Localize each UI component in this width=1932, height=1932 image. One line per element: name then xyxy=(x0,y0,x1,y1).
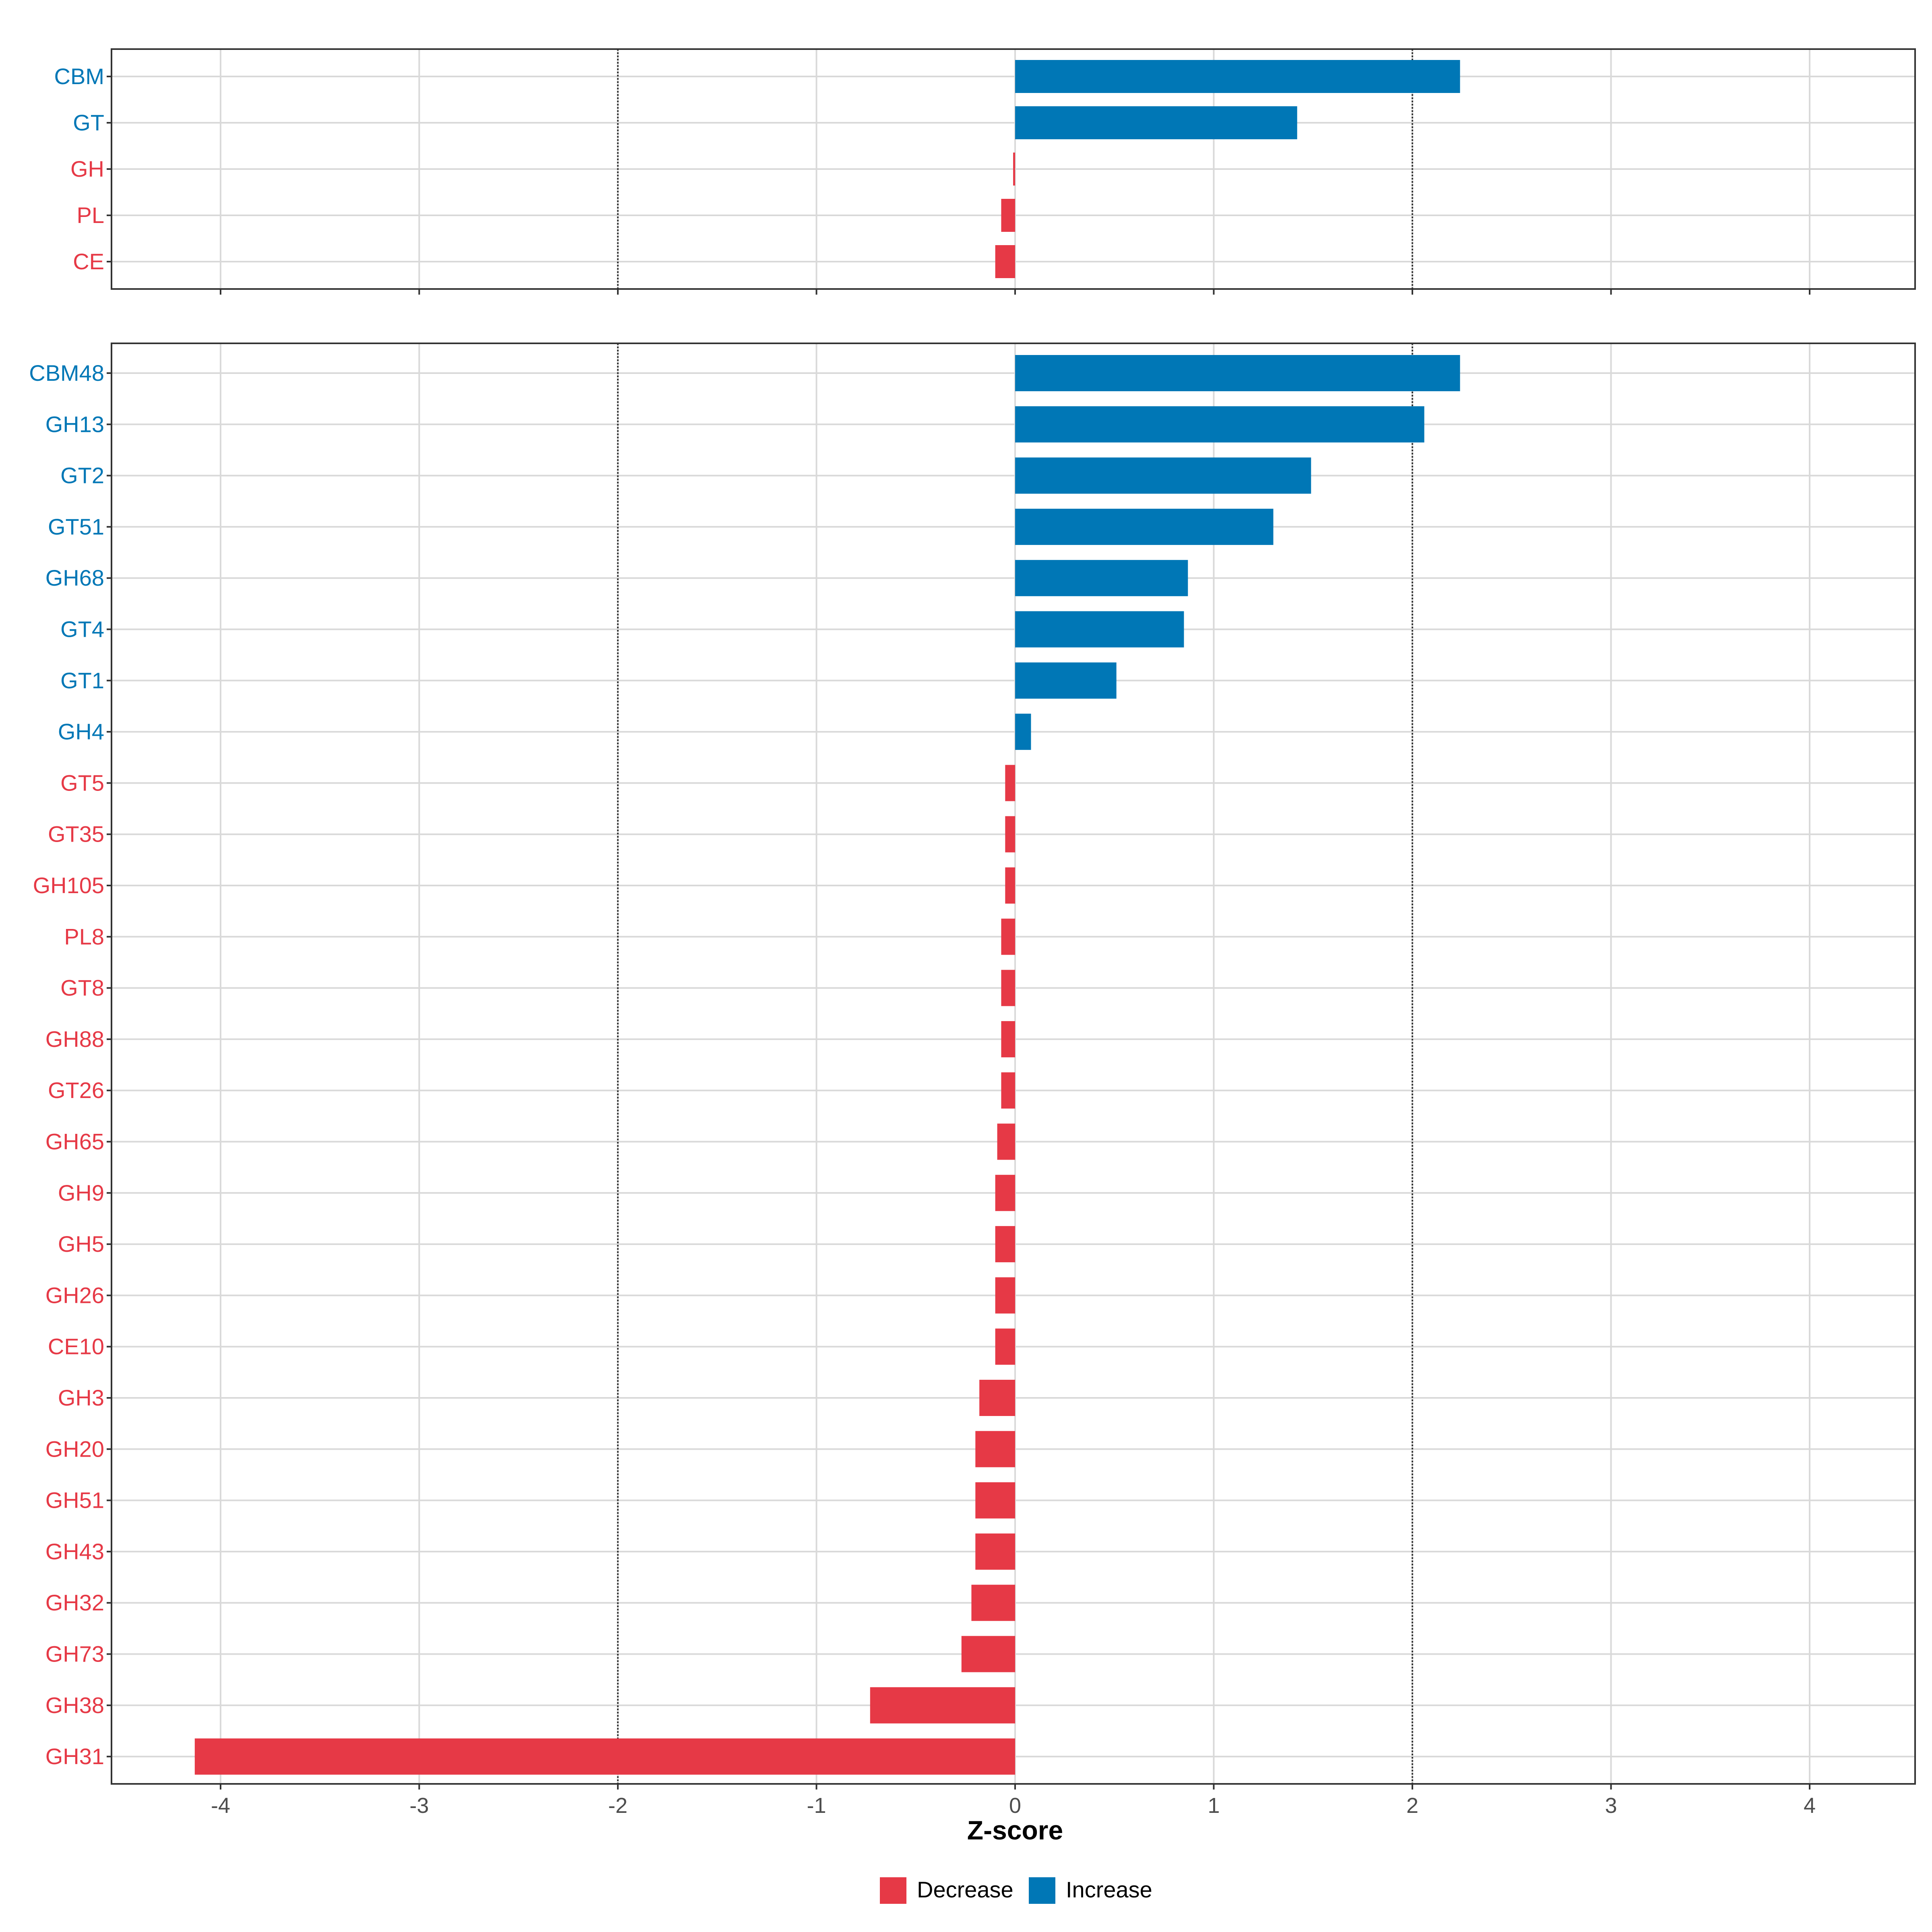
category-label-gh: GH xyxy=(70,156,104,182)
x-tick-label: 1 xyxy=(1208,1794,1220,1818)
category-label-gh20: GH20 xyxy=(45,1436,104,1461)
x-tick-label: -1 xyxy=(807,1794,826,1818)
panel-border xyxy=(111,48,1916,290)
category-label-cbm: CBM xyxy=(54,64,104,89)
category-label-gh51: GH51 xyxy=(45,1488,104,1513)
category-label-gh73: GH73 xyxy=(45,1641,104,1667)
category-label-gt5: GT5 xyxy=(60,770,104,795)
category-label-gt: GT xyxy=(73,110,104,135)
category-label-gh43: GH43 xyxy=(45,1539,104,1564)
bar-gt5 xyxy=(1005,765,1015,801)
category-label-gt2: GT2 xyxy=(60,463,104,488)
category-label-gh32: GH32 xyxy=(45,1590,104,1615)
category-label-gh26: GH26 xyxy=(45,1282,104,1308)
category-label-gh105: GH105 xyxy=(33,873,104,898)
bar-gh4 xyxy=(1015,714,1031,750)
x-axis-title: Z-score xyxy=(967,1815,1063,1845)
bar-gh9 xyxy=(995,1174,1015,1211)
bar-gh51 xyxy=(975,1482,1015,1519)
category-label-gt4: GT4 xyxy=(60,617,104,642)
legend: Decrease Increase xyxy=(880,1877,1152,1904)
category-label-gh4: GH4 xyxy=(58,719,104,744)
bar-cbm48 xyxy=(1015,355,1460,391)
bar-gh38 xyxy=(870,1687,1015,1724)
bar-gh31 xyxy=(194,1738,1016,1775)
top-panel: CBM GT GH PL CE xyxy=(54,48,1916,295)
category-label-gt51: GT51 xyxy=(48,514,104,539)
category-label-gt1: GT1 xyxy=(60,668,104,693)
x-tick-label: 2 xyxy=(1406,1794,1418,1818)
bar-gh32 xyxy=(971,1585,1015,1621)
bar-gh13 xyxy=(1015,406,1424,443)
category-label-cbm48: CBM48 xyxy=(29,360,104,386)
bar-gt2 xyxy=(1015,457,1311,494)
x-tick-label: 4 xyxy=(1804,1794,1816,1818)
bar-gt4 xyxy=(1015,611,1184,648)
legend-label-increase: Increase xyxy=(1066,1877,1152,1902)
category-label-gh88: GH88 xyxy=(45,1026,104,1052)
bar-gh73 xyxy=(961,1636,1015,1672)
category-label-pl: PL xyxy=(77,202,105,228)
bar-gt xyxy=(1015,106,1297,139)
category-label-gh65: GH65 xyxy=(45,1129,104,1154)
legend-swatch-decrease xyxy=(880,1877,906,1904)
category-label-ce10: CE10 xyxy=(48,1334,104,1359)
bar-pl8 xyxy=(1001,919,1015,955)
x-tick-label: 0 xyxy=(1009,1794,1021,1818)
bar-gh88 xyxy=(1001,1021,1015,1057)
bar-gt1 xyxy=(1015,662,1117,699)
bar-gh5 xyxy=(995,1226,1015,1263)
category-label-gt26: GT26 xyxy=(48,1077,104,1103)
bar-gt26 xyxy=(1001,1072,1015,1109)
category-label-gh9: GH9 xyxy=(58,1180,104,1205)
category-label-gh31: GH31 xyxy=(45,1744,104,1769)
bar-gh68 xyxy=(1015,560,1188,597)
bar-gh3 xyxy=(979,1380,1015,1416)
bar-gh65 xyxy=(997,1123,1015,1160)
bar-gh43 xyxy=(975,1533,1015,1570)
bar-gh xyxy=(1013,153,1015,186)
x-tick-label: -3 xyxy=(409,1794,429,1818)
x-tick-label: -2 xyxy=(608,1794,627,1818)
panel-border xyxy=(111,343,1916,1785)
category-label-gh68: GH68 xyxy=(45,565,104,590)
bottom-panel: CBM48 GH13 GT2 GT51 GH68 GT4 GT1 GH4 GT5 GT35 GH10… xyxy=(29,343,1916,1818)
category-label-ce: CE xyxy=(73,249,104,274)
bar-gt8 xyxy=(1001,970,1015,1006)
bar-gh20 xyxy=(975,1431,1015,1468)
x-tick-label: -4 xyxy=(211,1794,230,1818)
category-label-gt35: GT35 xyxy=(48,822,104,847)
bar-gt35 xyxy=(1005,816,1015,852)
category-label-gh5: GH5 xyxy=(58,1231,104,1257)
category-label-gt8: GT8 xyxy=(60,975,104,1001)
category-label-gh3: GH3 xyxy=(58,1385,104,1410)
legend-swatch-increase xyxy=(1029,1877,1055,1904)
bar-pl xyxy=(1001,199,1015,232)
bar-gh105 xyxy=(1005,867,1015,904)
category-label-gh13: GH13 xyxy=(45,411,104,437)
bar-cbm xyxy=(1015,60,1460,93)
category-label-pl8: PL8 xyxy=(64,924,104,949)
bar-gt51 xyxy=(1015,508,1274,545)
bar-ce xyxy=(995,245,1015,278)
x-tick-label: 3 xyxy=(1605,1794,1617,1818)
category-label-gh38: GH38 xyxy=(45,1693,104,1718)
bar-gh26 xyxy=(995,1277,1015,1314)
bar-ce10 xyxy=(995,1328,1015,1365)
legend-label-decrease: Decrease xyxy=(917,1877,1013,1902)
